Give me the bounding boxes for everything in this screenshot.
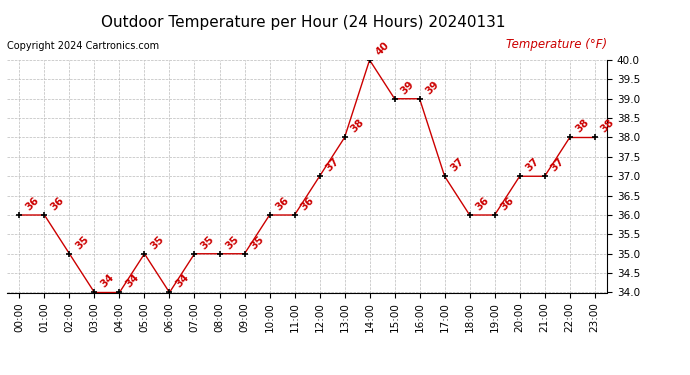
Text: 39: 39 xyxy=(399,79,416,96)
Text: 37: 37 xyxy=(324,156,341,174)
Text: 35: 35 xyxy=(224,234,241,251)
Text: 38: 38 xyxy=(574,117,591,135)
Text: 36: 36 xyxy=(274,195,291,212)
Text: 39: 39 xyxy=(424,79,441,96)
Text: 36: 36 xyxy=(23,195,41,212)
Text: 35: 35 xyxy=(74,234,91,251)
Text: 35: 35 xyxy=(199,234,216,251)
Text: 34: 34 xyxy=(124,272,141,290)
Text: 34: 34 xyxy=(99,272,116,290)
Text: 37: 37 xyxy=(448,156,466,174)
Text: 34: 34 xyxy=(174,272,191,290)
Text: 36: 36 xyxy=(299,195,316,212)
Text: 35: 35 xyxy=(248,234,266,251)
Text: 37: 37 xyxy=(549,156,566,174)
Text: 38: 38 xyxy=(599,117,616,135)
Text: 36: 36 xyxy=(48,195,66,212)
Text: Temperature (°F): Temperature (°F) xyxy=(506,38,607,51)
Text: Outdoor Temperature per Hour (24 Hours) 20240131: Outdoor Temperature per Hour (24 Hours) … xyxy=(101,15,506,30)
Text: 37: 37 xyxy=(524,156,541,174)
Text: 40: 40 xyxy=(374,40,391,57)
Text: 36: 36 xyxy=(474,195,491,212)
Text: 35: 35 xyxy=(148,234,166,251)
Text: Copyright 2024 Cartronics.com: Copyright 2024 Cartronics.com xyxy=(7,41,159,51)
Text: 38: 38 xyxy=(348,117,366,135)
Text: 36: 36 xyxy=(499,195,516,212)
